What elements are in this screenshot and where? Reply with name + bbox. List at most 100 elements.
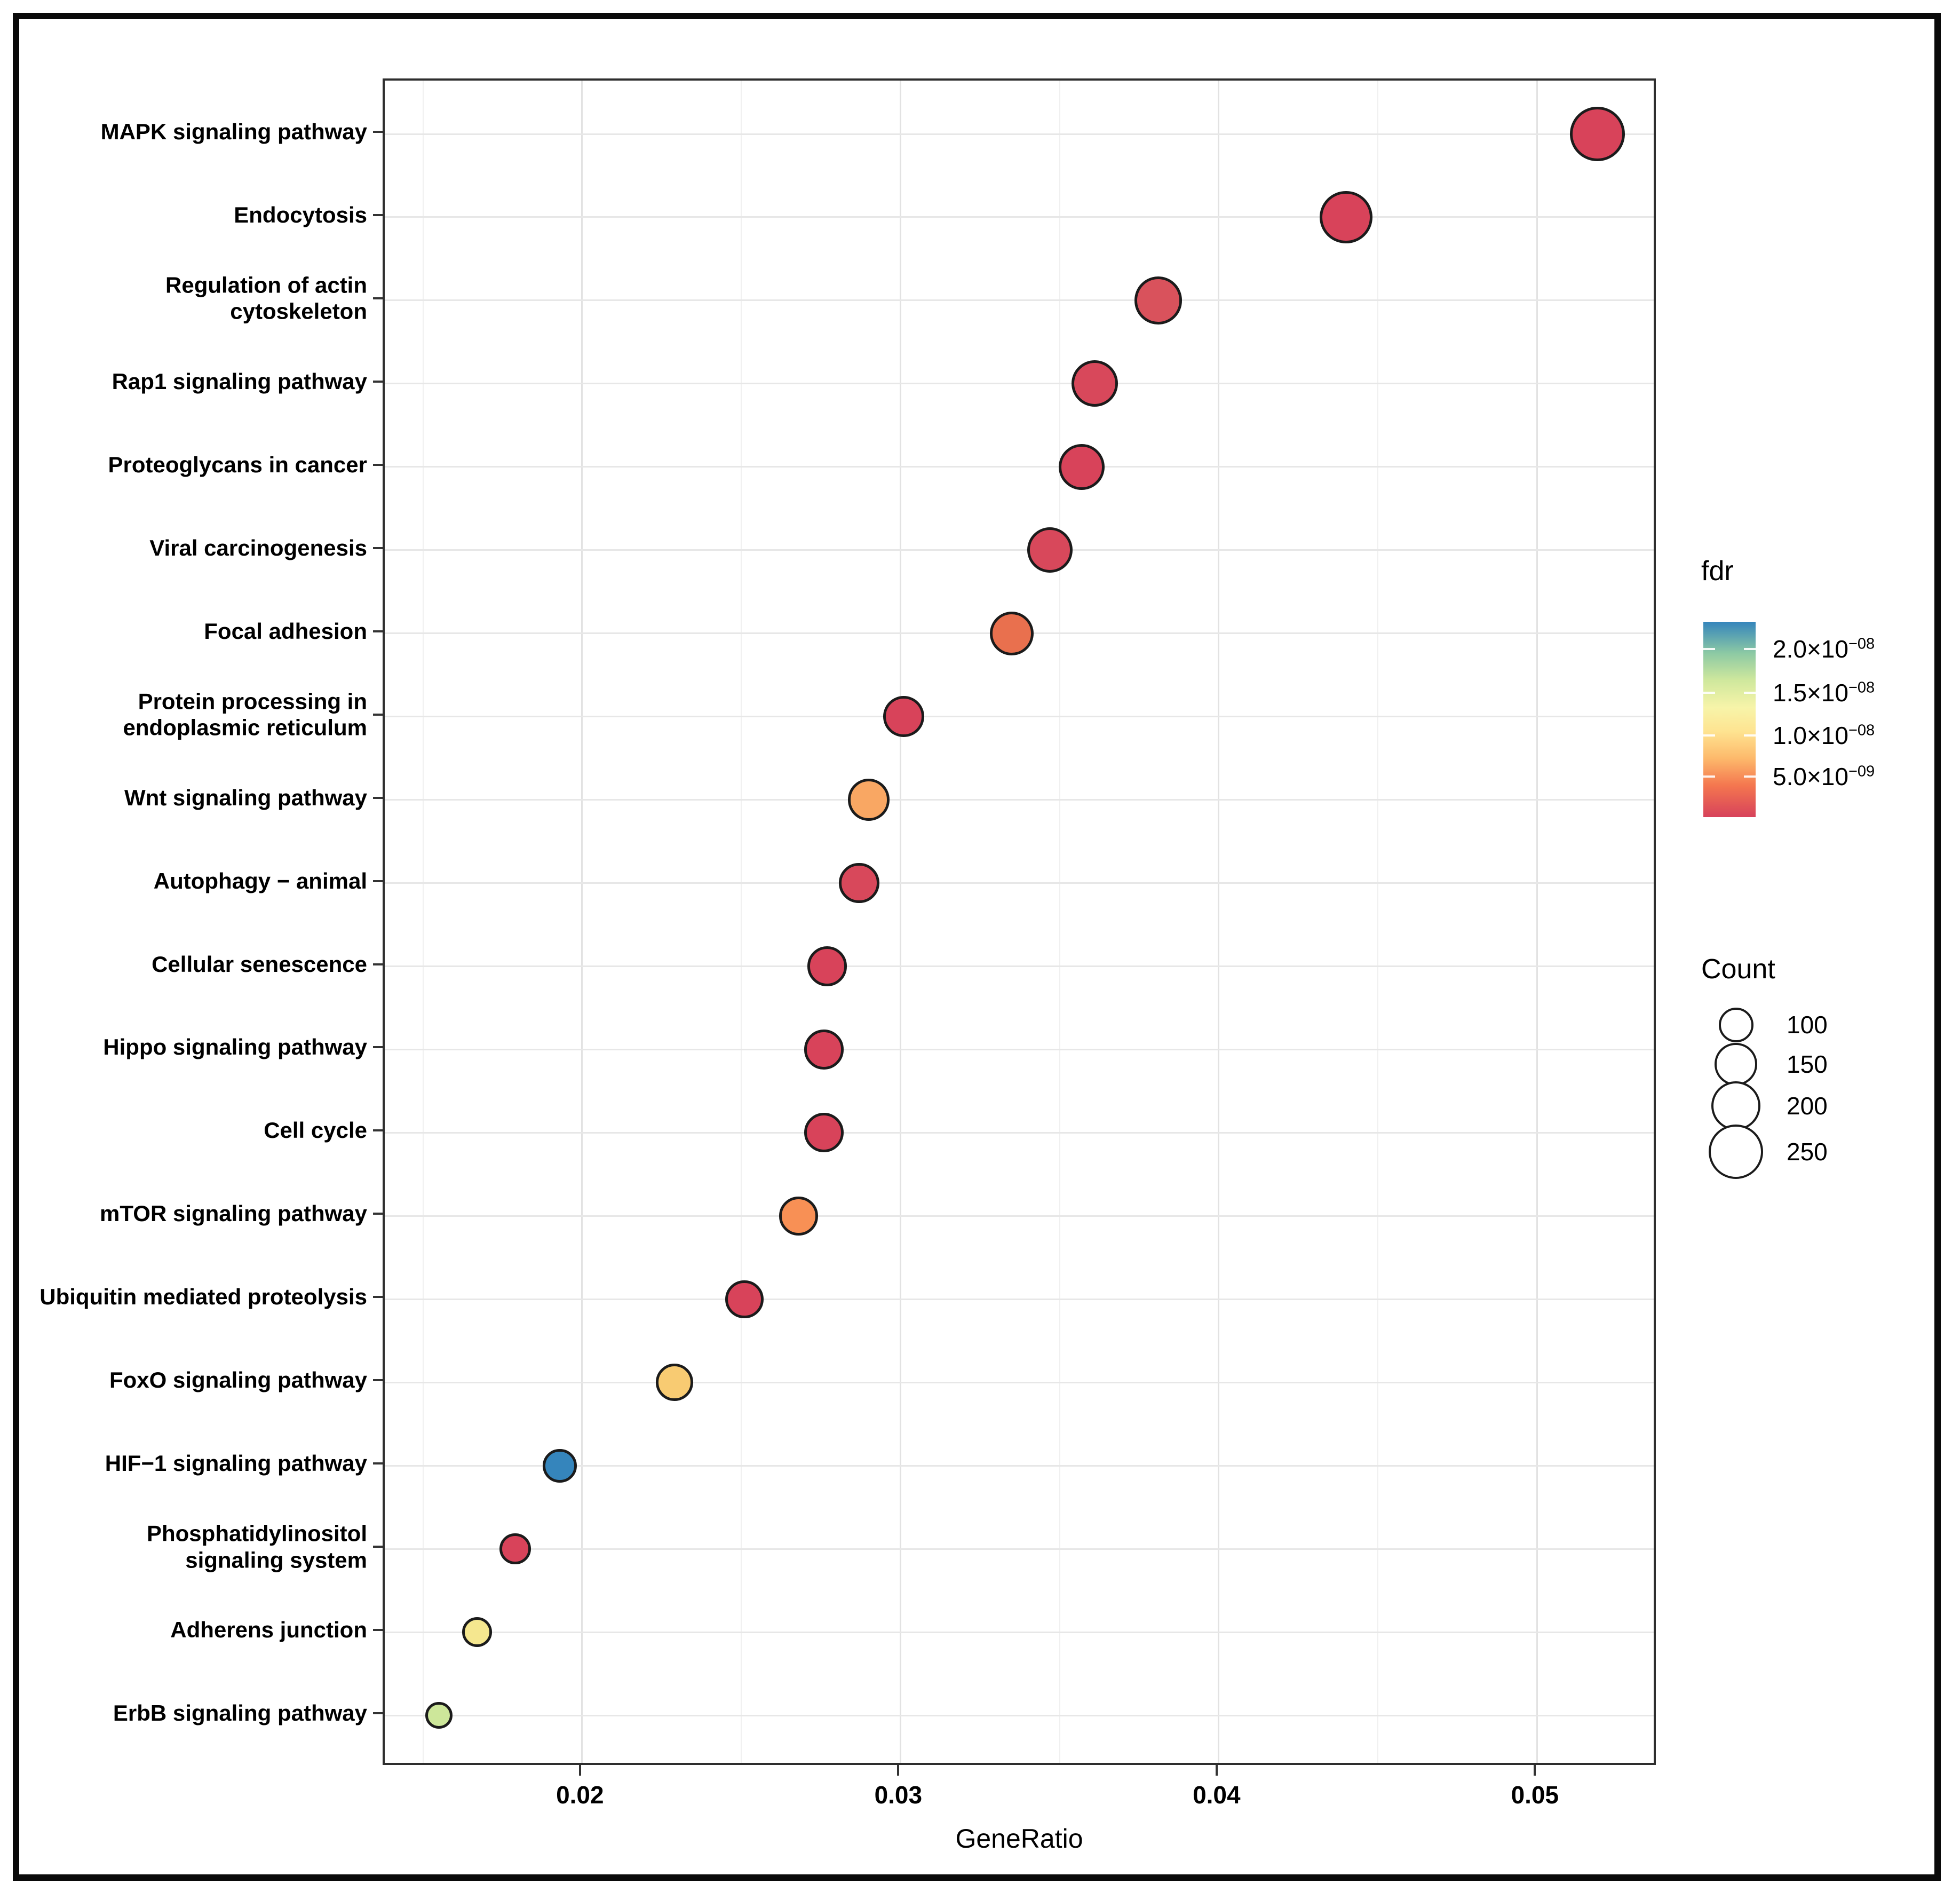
y-axis-label: Ubiquitin mediated proteolysis (20, 1284, 367, 1311)
y-axis-label-line: mTOR signaling pathway (100, 1201, 367, 1226)
count-legend-label: 200 (1787, 1092, 1828, 1120)
fdr-tick-mark (1703, 775, 1715, 778)
row-gridline (385, 1381, 1654, 1383)
y-axis-label: Regulation of actin cytoskeleton (20, 272, 367, 324)
pathway-dot (1059, 444, 1105, 490)
fdr-tick-mark (1744, 691, 1756, 694)
y-axis-tick (373, 713, 383, 716)
y-axis-label-line: Focal adhesion (204, 618, 367, 644)
x-major-gridline (1536, 81, 1538, 1763)
row-gridline (385, 466, 1654, 468)
fdr-tick-mark (1744, 648, 1756, 651)
y-axis-label-line: Proteoglycans in cancer (108, 452, 367, 478)
y-axis-tick (373, 880, 383, 882)
y-axis-label-line: Phosphatidylinositol (146, 1521, 367, 1546)
pathway-dot (1027, 527, 1073, 573)
y-axis-label: Protein processing in endoplasmic reticul… (20, 688, 367, 741)
y-axis-tick (373, 213, 383, 216)
row-gridline (385, 1131, 1654, 1134)
pathway-dot (883, 696, 924, 738)
row-gridline (385, 1215, 1654, 1217)
pathway-dot (462, 1617, 493, 1648)
y-axis-label: Cell cycle (20, 1118, 367, 1144)
x-axis-tick-label: 0.05 (1511, 1781, 1559, 1809)
y-axis-label: Wnt signaling pathway (20, 785, 367, 811)
y-axis-tick (373, 1462, 383, 1465)
y-axis-label-line: Cellular senescence (152, 951, 367, 977)
pathway-dot (807, 946, 847, 986)
x-axis-title: GeneRatio (955, 1824, 1083, 1854)
y-axis-label-line: Regulation of actin (165, 272, 367, 298)
y-axis-tick (373, 1213, 383, 1215)
y-axis-label-line: signaling system (185, 1547, 367, 1573)
y-axis-label: Viral carcinogenesis (20, 535, 367, 561)
x-minor-gridline (422, 81, 424, 1763)
fdr-tick-label: 2.0×10−08 (1773, 635, 1875, 663)
x-axis-tick-label: 0.03 (874, 1781, 923, 1809)
y-axis-tick (373, 297, 383, 299)
y-axis-label: mTOR signaling pathway (20, 1201, 367, 1228)
pathway-dot (499, 1533, 531, 1565)
row-gridline (385, 216, 1654, 218)
x-minor-gridline (741, 81, 742, 1763)
row-gridline (385, 965, 1654, 967)
pathway-dot (779, 1197, 818, 1236)
count-legend-label: 100 (1787, 1011, 1828, 1039)
row-gridline (385, 1298, 1654, 1300)
pathway-dot (1320, 191, 1372, 244)
count-legend-circle (1711, 1081, 1760, 1130)
row-gridline (385, 299, 1654, 302)
x-axis-tick-label: 0.02 (556, 1781, 604, 1809)
y-axis-label: Adherens junction (20, 1617, 367, 1643)
y-axis-label: Phosphatidylinositol signaling system (20, 1521, 367, 1573)
y-axis-label-line: Hippo signaling pathway (103, 1034, 367, 1060)
x-axis-tick-label: 0.04 (1193, 1781, 1241, 1809)
fdr-tick-mark (1744, 775, 1756, 778)
y-axis-tick (373, 1046, 383, 1049)
y-axis-label-line: HIF−1 signaling pathway (105, 1451, 367, 1476)
pathway-dot (655, 1364, 693, 1402)
y-axis-label: HIF−1 signaling pathway (20, 1450, 367, 1477)
y-axis-label: Focal adhesion (20, 618, 367, 645)
count-legend-circle (1715, 1043, 1757, 1086)
x-axis-tick (1215, 1765, 1218, 1776)
row-gridline (385, 383, 1654, 385)
y-axis-label: Proteoglycans in cancer (20, 452, 367, 478)
row-gridline (385, 799, 1654, 801)
count-legend-label: 250 (1787, 1138, 1828, 1166)
pathway-dot (989, 611, 1034, 655)
fdr-tick-mark (1703, 648, 1715, 651)
y-axis-tick (373, 963, 383, 965)
y-axis-label: Hippo signaling pathway (20, 1034, 367, 1061)
count-legend-circle (1718, 1007, 1753, 1042)
pathway-dot (1071, 360, 1118, 407)
fdr-colorbar (1703, 622, 1756, 817)
count-legend-label: 150 (1787, 1050, 1828, 1078)
count-legend-title: Count (1701, 954, 1775, 985)
x-minor-gridline (1377, 81, 1379, 1763)
y-axis-tick (373, 1129, 383, 1132)
count-legend-circle (1708, 1124, 1764, 1179)
y-axis-label-line: Protein processing in (138, 688, 367, 714)
y-axis-tick (373, 1296, 383, 1299)
y-axis-label-line: Endocytosis (234, 202, 367, 228)
y-axis-label-line: ErbB signaling pathway (113, 1700, 367, 1726)
y-axis-label: Cellular senescence (20, 951, 367, 978)
figure-border (13, 13, 1941, 1881)
pathway-dot (543, 1448, 577, 1483)
pathway-dot (1134, 276, 1183, 324)
y-axis-label-line: FoxO signaling pathway (109, 1367, 367, 1393)
row-gridline (385, 549, 1654, 551)
y-axis-tick (373, 796, 383, 799)
pathway-dot (847, 779, 890, 821)
x-axis-tick (897, 1765, 900, 1776)
y-axis-tick (373, 380, 383, 383)
y-axis-label: Rap1 signaling pathway (20, 368, 367, 395)
fdr-tick-label: 5.0×10−09 (1773, 762, 1875, 790)
fdr-tick-mark (1703, 734, 1715, 737)
row-gridline (385, 1048, 1654, 1050)
x-axis-tick (578, 1765, 581, 1776)
y-axis-label-line: Cell cycle (264, 1118, 367, 1143)
y-axis-label-line: Adherens junction (170, 1617, 367, 1643)
y-axis-label-line: Ubiquitin mediated proteolysis (39, 1284, 367, 1310)
